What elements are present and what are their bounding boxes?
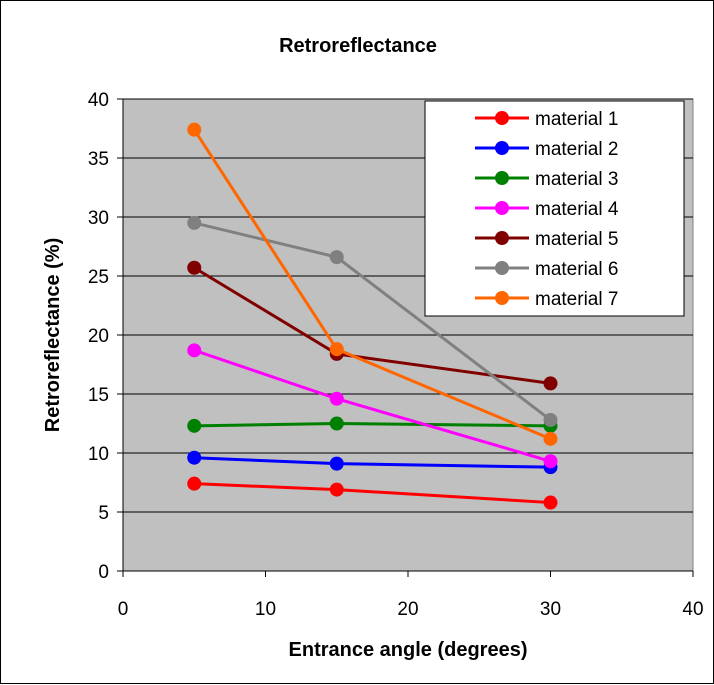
legend-entry: material 6 xyxy=(475,259,618,280)
legend-entry: material 7 xyxy=(475,289,618,310)
data-point xyxy=(329,416,344,431)
legend-label: material 5 xyxy=(535,229,618,250)
y-tick-label: 25 xyxy=(88,267,109,288)
data-point xyxy=(329,482,344,497)
data-point xyxy=(543,412,558,427)
data-point xyxy=(543,495,558,510)
y-tick-label: 10 xyxy=(88,444,109,465)
legend-label: material 2 xyxy=(535,139,618,160)
data-point xyxy=(543,376,558,391)
legend-label: material 6 xyxy=(535,259,618,280)
legend-box xyxy=(424,100,685,317)
y-tick-label: 30 xyxy=(88,208,109,229)
series-4 xyxy=(187,343,558,469)
data-point xyxy=(329,342,344,357)
legend-entry: material 3 xyxy=(475,169,618,190)
data-point xyxy=(543,431,558,446)
legend-swatch-marker xyxy=(495,171,509,185)
data-point xyxy=(187,450,202,465)
legend: material 1 material 2 material 3 material 4… xyxy=(424,100,685,317)
x-tick-label: 20 xyxy=(397,599,418,620)
data-point xyxy=(329,391,344,406)
legend-swatch-marker xyxy=(495,141,509,155)
x-tick-label: 30 xyxy=(540,599,561,620)
legend-entry: material 2 xyxy=(475,139,618,160)
y-tick-label: 0 xyxy=(98,562,109,583)
y-tick-label: 35 xyxy=(88,149,109,170)
legend-swatch-marker xyxy=(495,291,509,305)
data-point xyxy=(329,250,344,265)
data-point xyxy=(187,260,202,275)
legend-label: material 1 xyxy=(535,109,618,130)
data-point xyxy=(543,454,558,469)
y-axis-label: Retroreflectance (%) xyxy=(42,238,64,433)
data-point xyxy=(187,418,202,433)
y-tick-label: 5 xyxy=(98,503,109,524)
x-tick-label: 40 xyxy=(682,599,703,620)
legend-swatch-marker xyxy=(495,111,509,125)
series-1 xyxy=(187,476,558,510)
x-axis-label: Entrance angle (degrees) xyxy=(289,639,528,661)
data-point xyxy=(187,122,202,137)
series-6 xyxy=(187,215,558,427)
legend-entry: material 5 xyxy=(475,229,618,250)
legend-label: material 7 xyxy=(535,289,618,310)
legend-label: material 3 xyxy=(535,169,618,190)
data-point xyxy=(187,476,202,491)
data-point xyxy=(187,343,202,358)
x-tick-label: 0 xyxy=(118,599,129,620)
legend-label: material 4 xyxy=(535,199,619,220)
y-tick-label: 15 xyxy=(88,385,109,406)
series-lines xyxy=(187,122,558,510)
y-tick-label: 40 xyxy=(88,90,109,111)
data-point xyxy=(187,215,202,230)
axes: 0 5 10 15 20 25 30 35 40 0 10 20 30 40 xyxy=(88,90,704,620)
legend-swatch-marker xyxy=(495,201,509,215)
data-point xyxy=(329,456,344,471)
legend-swatch-marker xyxy=(495,261,509,275)
series-7 xyxy=(187,122,558,446)
y-tick-label: 20 xyxy=(88,326,109,347)
legend-entry: material 4 xyxy=(475,199,619,220)
legend-entry: material 1 xyxy=(475,109,618,130)
x-tick-label: 10 xyxy=(255,599,276,620)
chart-title: Retroreflectance xyxy=(279,35,437,57)
legend-swatch-marker xyxy=(495,231,509,245)
